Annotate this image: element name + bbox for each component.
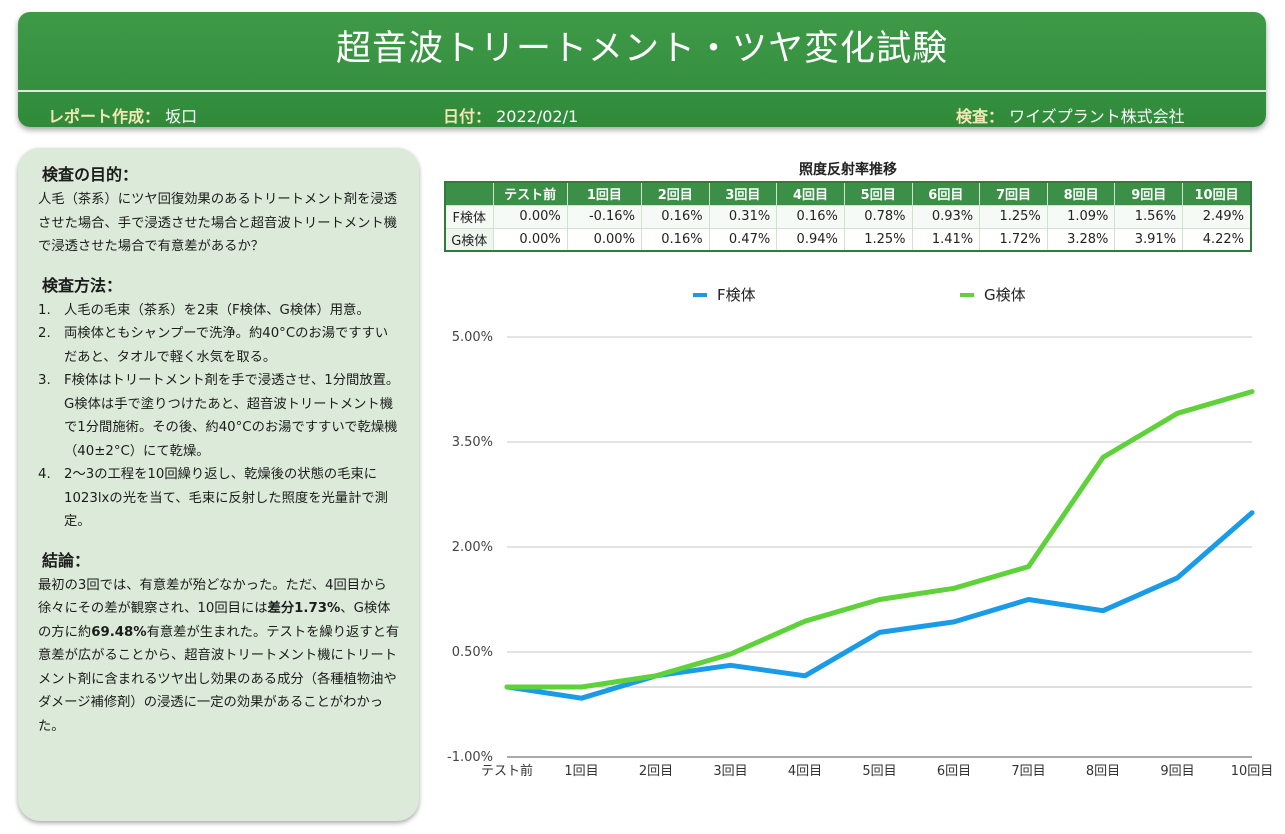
page-title: 超音波トリートメント・ツヤ変化試験	[335, 29, 948, 69]
table-cell: 2.49%	[1182, 204, 1252, 229]
date-info: 日付： 2022/02/1	[443, 103, 578, 127]
summary-panel: 検査の目的： 人毛（茶系）にツヤ回復効果のあるトリートメント剤を浸透させた場合、…	[18, 148, 419, 821]
purpose-heading: 検査の目的：	[42, 165, 139, 184]
x-tick-label: 2回目	[639, 764, 673, 779]
conclusion-diff: 差分1.73%	[267, 601, 341, 616]
method-text: 2〜3の工程を10回繰り返し、乾燥後の状態の毛束に1023lxの光を当て、毛束に…	[64, 467, 388, 529]
x-tick-label: 9回目	[1160, 764, 1194, 779]
method-item: 1. 人毛の毛束（茶系）を2束（F検体、G検体）用意。	[38, 299, 401, 323]
y-tick-label: 3.50%	[452, 435, 493, 450]
method-list: 1. 人毛の毛束（茶系）を2束（F検体、G検体）用意。 2. 両検体ともシャンプーで…	[38, 299, 401, 534]
column-header: 6回目	[911, 181, 981, 206]
conclusion-percent: 69.48%	[91, 624, 147, 640]
method-item: 3. F検体はトリートメント剤を手で浸透させ、1分間放置。G検体は手で塗りつけたあ…	[38, 369, 401, 463]
x-tick-label: 8回目	[1086, 764, 1120, 779]
header-divider	[18, 90, 1266, 92]
conclusion-part: 、G検体の方に約	[38, 601, 391, 640]
table-cell: 3.91%	[1114, 227, 1184, 252]
column-header: 5回目	[843, 181, 913, 206]
conclusion-part: 有意差が生まれた。テストを繰り返すと有意差が広がることから、超音波トリートメント…	[38, 624, 400, 734]
table-cell: 0.31%	[708, 204, 778, 229]
line-chart: -1.00% 0.50% 2.00% 3.50% 5.00% テスト前 1回目 2回目 3回目 4…	[447, 286, 1274, 779]
column-header: 9回目	[1114, 181, 1184, 206]
x-tick-label: 3回目	[713, 764, 747, 779]
table-cell: 0.00%	[492, 227, 568, 252]
method-text: 両検体ともシャンプーで洗浄。約40°Cのお湯ですすいだあと、タオルで軽く水気を取…	[64, 326, 389, 365]
x-tick-label: テスト前	[481, 763, 533, 779]
table-cell: 0.16%	[640, 204, 710, 229]
inspector-info: 検査： ワイズプラント株式会社	[956, 103, 1185, 127]
table-row: F検体 0.00% -0.16% 0.16% 0.31% 0.16% 0.78%…	[444, 204, 1252, 229]
corner-cell	[444, 181, 494, 206]
x-tick-label: 6回目	[937, 764, 971, 779]
row-header: G検体	[444, 227, 494, 252]
inspector-label: 検査：	[956, 107, 1005, 126]
data-table: テスト前 1回目 2回目 3回目 4回目 5回目 6回目 7回目 8回目 9回目…	[444, 181, 1252, 252]
table-cell: -0.16%	[566, 204, 642, 229]
series-line	[504, 510, 1255, 701]
legend-label: F検体	[717, 286, 756, 304]
report-header: 超音波トリートメント・ツヤ変化試験 レポート作成： 坂口 日付： 2022/02…	[18, 12, 1266, 127]
method-number: 4.	[38, 467, 51, 482]
purpose-text: 人毛（茶系）にツヤ回復効果のあるトリートメント剤を浸透させた場合、手で浸透させた…	[38, 192, 398, 254]
column-header: 10回目	[1182, 181, 1252, 206]
column-header: 1回目	[566, 181, 642, 206]
column-header: 4回目	[776, 181, 845, 206]
conclusion-heading: 結論：	[42, 550, 91, 570]
table-cell: 0.78%	[843, 204, 913, 229]
date-value: 2022/02/1	[496, 107, 579, 126]
series-line	[504, 389, 1255, 690]
x-tick-label: 7回目	[1011, 764, 1045, 779]
column-header: 7回目	[979, 181, 1048, 206]
method-item: 4. 2〜3の工程を10回繰り返し、乾燥後の状態の毛束に1023lxの光を当て、毛…	[38, 463, 401, 534]
inspector-value: ワイズプラント株式会社	[1009, 107, 1185, 126]
author-info: レポート作成： 坂口	[48, 103, 197, 127]
table-cell: 0.47%	[708, 227, 778, 252]
y-tick-label: 5.00%	[452, 330, 493, 345]
method-number: 2.	[38, 326, 51, 341]
x-tick-label: 10回目	[1231, 764, 1274, 779]
column-header: 3回目	[708, 181, 778, 206]
column-header: 2回目	[640, 181, 710, 206]
legend-label: G検体	[984, 286, 1026, 304]
y-tick-label: 0.50%	[452, 645, 493, 660]
table-cell: 1.72%	[979, 227, 1048, 252]
table-cell: 3.28%	[1046, 227, 1116, 252]
table-cell: 0.16%	[640, 227, 710, 252]
method-text: F検体はトリートメント剤を手で浸透させ、1分間放置。G検体は手で塗りつけたあと、…	[64, 373, 400, 459]
author-value: 坂口	[165, 107, 198, 126]
table-row: G検体 0.00% 0.00% 0.16% 0.47% 0.94% 1.25% …	[444, 227, 1252, 252]
table-cell: 1.41%	[911, 227, 981, 252]
row-header: F検体	[444, 204, 494, 229]
method-heading: 検査方法：	[42, 275, 123, 295]
column-header: 8回目	[1046, 181, 1116, 206]
x-tick-label: 1回目	[564, 764, 598, 779]
table-cell: 1.09%	[1046, 204, 1116, 229]
table-header-row: テスト前 1回目 2回目 3回目 4回目 5回目 6回目 7回目 8回目 9回目…	[444, 181, 1252, 206]
conclusion-part: 最初の3回では、有意差が殆どなかった。ただ、4回目から徐々にその差が観察され、1…	[38, 577, 387, 617]
table-cell: 1.56%	[1114, 204, 1184, 229]
x-tick-label: 4回目	[788, 764, 822, 779]
table-cell: 1.25%	[979, 204, 1048, 229]
method-number: 1.	[38, 302, 51, 318]
conclusion-text: 最初の3回では、有意差が殆どなかった。ただ、4回目から徐々にその差が観察され、1…	[38, 574, 401, 739]
x-tick-label: 5回目	[862, 764, 896, 779]
table-title: 照度反射率推移	[799, 162, 897, 178]
method-number: 3.	[38, 373, 51, 388]
date-label: 日付：	[443, 107, 492, 126]
table-cell: 0.94%	[776, 227, 845, 252]
author-label: レポート作成：	[48, 107, 161, 126]
table-cell: 0.00%	[566, 227, 642, 252]
table-cell: 0.00%	[492, 204, 568, 229]
y-tick-label: -1.00%	[447, 750, 493, 765]
table-cell: 0.16%	[776, 204, 845, 229]
table-cell: 4.22%	[1182, 227, 1252, 252]
y-tick-label: 2.00%	[452, 540, 493, 555]
table-cell: 1.25%	[843, 227, 913, 252]
method-text: 人毛の毛束（茶系）を2束（F検体、G検体）用意。	[64, 302, 370, 318]
column-header: テスト前	[492, 181, 568, 206]
table-cell: 0.93%	[911, 204, 981, 229]
method-item: 2. 両検体ともシャンプーで洗浄。約40°Cのお湯ですすいだあと、タオルで軽く水気…	[38, 322, 401, 369]
